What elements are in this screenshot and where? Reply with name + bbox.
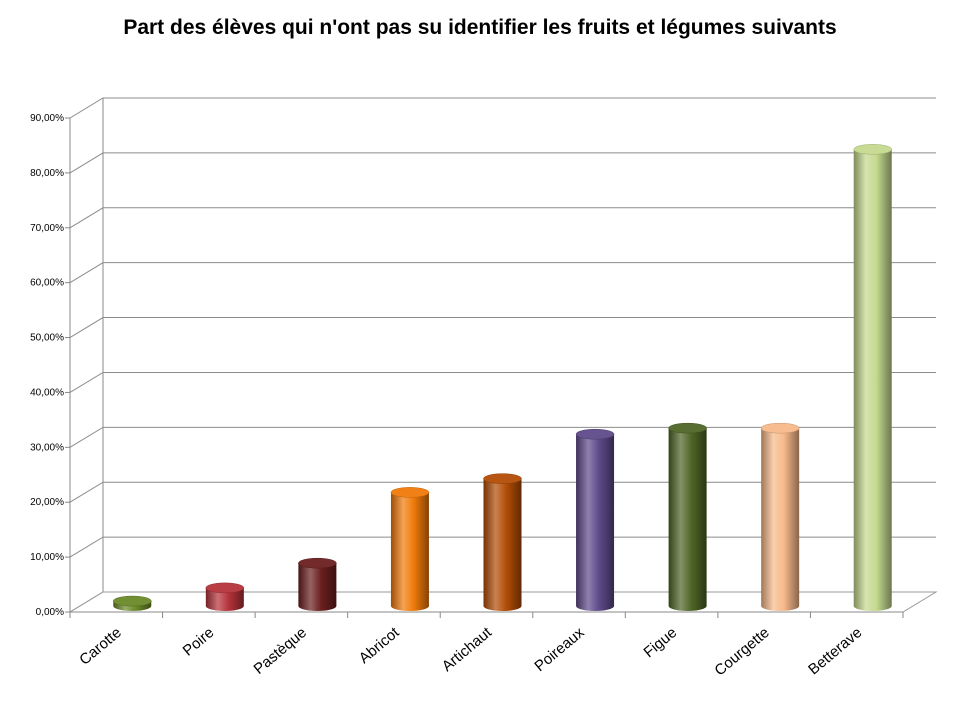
- bar-body: [668, 428, 707, 611]
- bar-top: [298, 557, 337, 569]
- bar-artichaut: [483, 473, 522, 611]
- y-tick-label: 10,00%: [30, 552, 64, 563]
- bar-body: [853, 149, 892, 611]
- y-tick-label: 0,00%: [36, 607, 64, 618]
- y-tick-label: 40,00%: [30, 387, 64, 398]
- bar-abricot: [390, 487, 430, 611]
- x-axis: [68, 591, 938, 618]
- bar-top: [575, 428, 615, 440]
- y-tick-label: 60,00%: [30, 278, 64, 289]
- bar-body: [483, 478, 522, 611]
- x-tick-label: Abricot: [356, 624, 403, 668]
- bar-top: [760, 422, 800, 434]
- bar-body: [390, 492, 429, 611]
- bar-body: [298, 563, 337, 611]
- x-tick-label: Figue: [641, 624, 681, 661]
- x-tick-label: Poire: [180, 624, 218, 660]
- bar-poireaux: [575, 428, 615, 611]
- chart-title: Part des élèves qui n'ont pas su identif…: [123, 16, 837, 39]
- x-tick-label: Poireaux: [531, 624, 588, 675]
- x-axis-labels: Carotte Poire Pastèque Abricot Artichaut Poir…: [76, 624, 865, 680]
- x-tick-label: Courgette: [711, 624, 772, 679]
- bar-betterave: [853, 144, 892, 611]
- gridline: [69, 97, 936, 119]
- bar-courgette: [760, 422, 800, 611]
- bar-carotte: [113, 595, 152, 611]
- bars: [113, 144, 892, 611]
- x-tick-label: Artichaut: [439, 624, 496, 676]
- bar-top: [853, 144, 892, 155]
- chart-walls: [69, 98, 104, 612]
- y-tick-label: 20,00%: [30, 497, 64, 508]
- bar-poire: [205, 582, 245, 611]
- x-tick-label: Carotte: [76, 624, 125, 669]
- gridline: [69, 371, 936, 393]
- bar-body: [205, 587, 244, 611]
- x-tick-label: Betterave: [805, 624, 865, 678]
- bar-top: [205, 582, 245, 594]
- bar-pastèque: [298, 557, 337, 611]
- bar-top: [668, 422, 707, 434]
- gridline: [69, 536, 936, 558]
- gridline: [69, 426, 936, 448]
- bar-body: [761, 428, 800, 611]
- y-tick-label: 70,00%: [30, 223, 64, 234]
- bar-top: [390, 487, 430, 498]
- bar-top: [483, 473, 522, 484]
- gridline: [69, 207, 936, 229]
- x-tick-label: Pastèque: [250, 624, 309, 678]
- gridline: [69, 481, 936, 503]
- y-tick-label: 80,00%: [30, 168, 64, 179]
- bar-body: [576, 434, 615, 611]
- gridline: [69, 317, 936, 338]
- gridline: [69, 152, 936, 174]
- y-axis-ticks: 0,00% 10,00% 20,00% 30,00% 40,00% 50,00% 60,00…: [30, 113, 70, 618]
- bar-figue: [668, 422, 707, 611]
- y-tick-label: 90,00%: [30, 113, 64, 124]
- y-tick-label: 50,00%: [30, 333, 64, 344]
- gridline: [69, 262, 936, 284]
- bar-top: [113, 595, 152, 607]
- y-tick-label: 30,00%: [30, 442, 64, 453]
